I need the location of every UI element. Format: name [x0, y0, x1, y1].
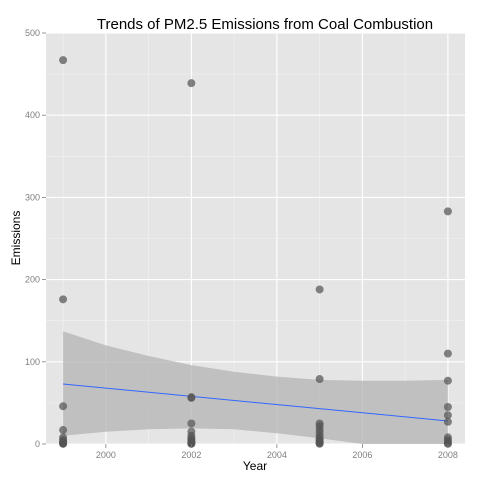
y-tick-label: 400 — [25, 110, 40, 120]
data-point — [187, 419, 196, 428]
x-axis-ticks: 2000 2002 2004 2006 2008 — [96, 444, 458, 460]
data-point — [443, 439, 452, 448]
data-point — [59, 56, 68, 65]
y-tick-label: 200 — [25, 275, 40, 285]
data-point — [315, 439, 324, 448]
x-axis-title: Year — [243, 459, 267, 473]
y-tick-label: 300 — [25, 192, 40, 202]
data-point — [187, 79, 196, 88]
y-axis-title: Emissions — [9, 211, 23, 266]
data-point — [187, 393, 196, 402]
x-tick-label: 2000 — [96, 450, 116, 460]
regression-line — [63, 383, 448, 422]
data-point — [59, 426, 68, 435]
data-point — [443, 403, 452, 412]
x-tick-label: 2008 — [438, 450, 458, 460]
y-tick-label: 0 — [35, 439, 40, 449]
y-tick-label: 500 — [25, 28, 40, 38]
x-tick-label: 2002 — [181, 450, 201, 460]
data-point — [59, 402, 68, 411]
data-point — [59, 439, 68, 448]
data-point — [443, 411, 452, 420]
data-point — [315, 285, 324, 294]
y-tick-label: 100 — [25, 357, 40, 367]
data-point — [59, 295, 68, 304]
chart-title: Trends of PM2.5 Emissions from Coal Comb… — [97, 16, 433, 33]
y-axis-ticks: 0 100 200 300 400 500 — [25, 28, 46, 449]
data-point — [443, 349, 452, 358]
data-point — [315, 375, 324, 384]
data-point — [443, 417, 452, 426]
confidence-band — [63, 331, 448, 444]
data-points — [59, 56, 452, 448]
data-point — [443, 376, 452, 385]
x-tick-label: 2006 — [352, 450, 372, 460]
data-point — [443, 207, 452, 216]
data-point — [187, 439, 196, 448]
x-tick-label: 2004 — [267, 450, 287, 460]
